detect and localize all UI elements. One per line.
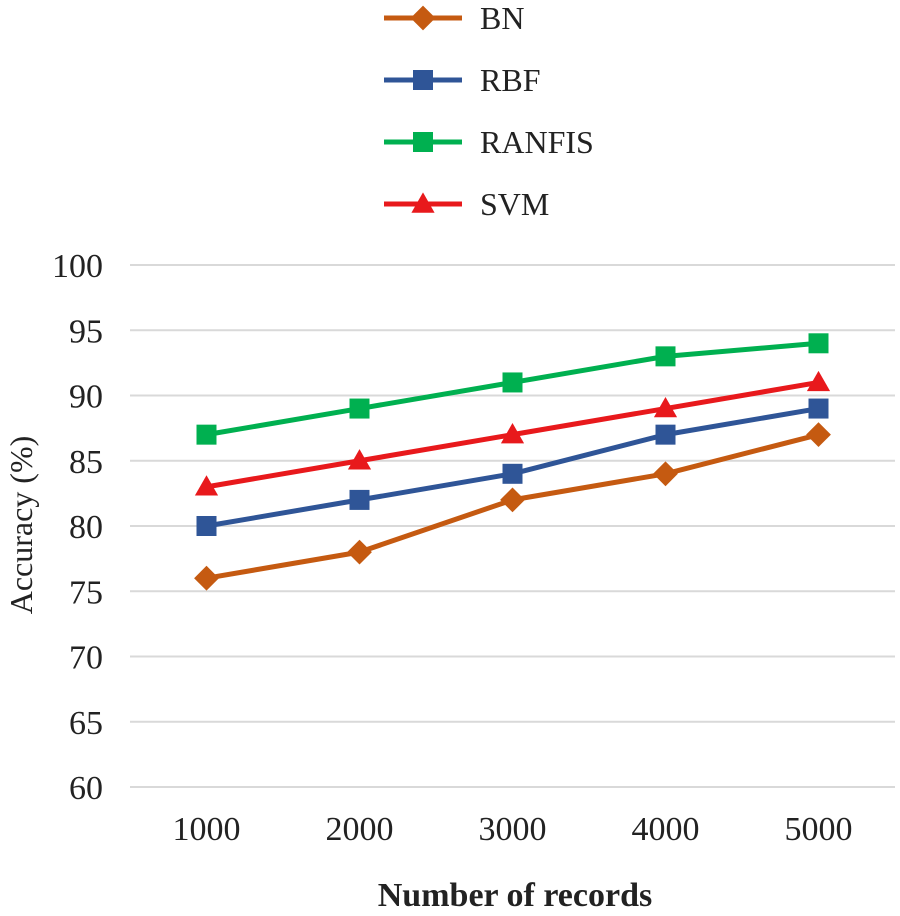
point-bn-2000 <box>347 539 372 565</box>
legend-marker-bn <box>410 5 436 31</box>
point-ranfis-2000 <box>349 398 370 419</box>
legend-item-ranfis: RANFIS <box>384 124 594 160</box>
y-tick-label-95: 95 <box>69 313 103 350</box>
y-tick-label-80: 80 <box>69 509 103 546</box>
x-axis-title: Number of records <box>378 877 652 914</box>
legend-label-rbf: RBF <box>480 62 540 98</box>
x-tick-label-2000: 2000 <box>326 811 394 848</box>
legend-item-bn: BN <box>384 0 524 36</box>
series-ranfis <box>196 333 829 445</box>
series-layer <box>194 333 831 591</box>
legend-label-ranfis: RANFIS <box>480 124 594 160</box>
point-bn-3000 <box>500 487 525 513</box>
y-tick-labels: 60 65 70 75 80 85 90 95 100 <box>52 248 103 807</box>
point-rbf-1000 <box>196 516 217 536</box>
series-bn <box>194 422 831 591</box>
y-axis-title: Accuracy (%) <box>3 436 39 615</box>
y-tick-label-60: 60 <box>69 770 103 807</box>
legend-marker-rbf <box>413 70 433 90</box>
y-tick-label-100: 100 <box>52 248 103 285</box>
point-svm-1000 <box>194 475 219 496</box>
series-rbf <box>196 398 829 536</box>
point-svm-4000 <box>653 396 678 418</box>
point-ranfis-5000 <box>808 333 829 354</box>
x-tick-label-1000: 1000 <box>173 811 241 848</box>
legend: BN RBF RANFIS SVM <box>384 0 594 222</box>
grid-lines <box>130 264 895 788</box>
point-ranfis-3000 <box>502 372 523 393</box>
point-rbf-3000 <box>502 463 523 484</box>
series-svm <box>194 370 831 496</box>
x-tick-label-3000: 3000 <box>479 811 547 848</box>
legend-marker-ranfis <box>413 132 433 152</box>
x-tick-label-4000: 4000 <box>632 811 700 848</box>
legend-label-svm: SVM <box>480 186 549 222</box>
point-ranfis-1000 <box>196 424 217 445</box>
y-tick-label-75: 75 <box>69 574 103 611</box>
legend-item-rbf: RBF <box>384 62 540 98</box>
y-tick-label-90: 90 <box>69 379 103 416</box>
x-tick-labels: 1000 2000 3000 4000 5000 <box>173 811 853 848</box>
point-rbf-2000 <box>349 489 370 510</box>
point-svm-3000 <box>500 423 525 444</box>
legend-marker-svm <box>411 192 435 213</box>
point-bn-5000 <box>806 422 831 448</box>
point-bn-4000 <box>653 461 678 487</box>
point-svm-2000 <box>347 449 372 470</box>
y-tick-label-70: 70 <box>69 640 103 677</box>
y-tick-label-65: 65 <box>69 705 103 742</box>
legend-item-svm: SVM <box>384 186 549 222</box>
legend-label-bn: BN <box>480 0 524 36</box>
point-bn-1000 <box>194 565 219 591</box>
point-rbf-5000 <box>808 398 829 419</box>
x-tick-label-5000: 5000 <box>785 811 853 848</box>
y-tick-label-85: 85 <box>69 444 103 481</box>
point-svm-5000 <box>806 370 831 392</box>
point-ranfis-4000 <box>655 346 676 367</box>
point-rbf-4000 <box>655 424 676 445</box>
